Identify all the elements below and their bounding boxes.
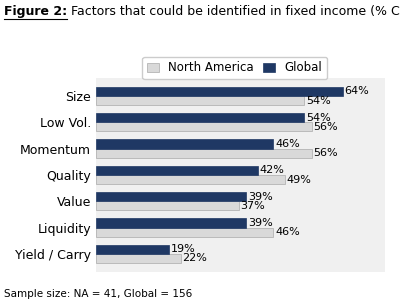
Bar — [96, 113, 304, 122]
Legend: North America, Global: North America, Global — [142, 57, 327, 79]
Bar — [96, 254, 181, 263]
Text: 37%: 37% — [240, 201, 265, 211]
Bar — [96, 139, 273, 149]
Text: Sample size: NA = 41, Global = 156: Sample size: NA = 41, Global = 156 — [4, 289, 192, 299]
Text: 46%: 46% — [275, 139, 300, 149]
Bar — [96, 192, 246, 201]
Text: 49%: 49% — [287, 175, 312, 185]
Bar — [96, 149, 312, 158]
Text: 54%: 54% — [306, 95, 331, 105]
Bar — [96, 166, 258, 175]
Text: 46%: 46% — [275, 227, 300, 237]
Bar — [96, 175, 285, 184]
Bar — [96, 122, 312, 131]
Text: 54%: 54% — [306, 113, 331, 123]
Bar — [96, 227, 273, 237]
Bar — [96, 218, 246, 227]
Bar — [96, 201, 238, 210]
Text: 56%: 56% — [314, 148, 338, 158]
Text: Figure 2:: Figure 2: — [4, 5, 67, 18]
Text: 42%: 42% — [260, 165, 284, 175]
Text: 39%: 39% — [248, 218, 273, 228]
Bar — [96, 96, 304, 105]
Text: 64%: 64% — [344, 86, 369, 96]
Bar — [96, 87, 342, 96]
Bar — [96, 245, 169, 254]
Text: 39%: 39% — [248, 191, 273, 202]
Text: Factors that could be identified in fixed income (% Citations): Factors that could be identified in fixe… — [67, 5, 400, 18]
Text: 56%: 56% — [314, 122, 338, 132]
Text: 22%: 22% — [183, 253, 208, 263]
Text: 19%: 19% — [171, 244, 196, 254]
